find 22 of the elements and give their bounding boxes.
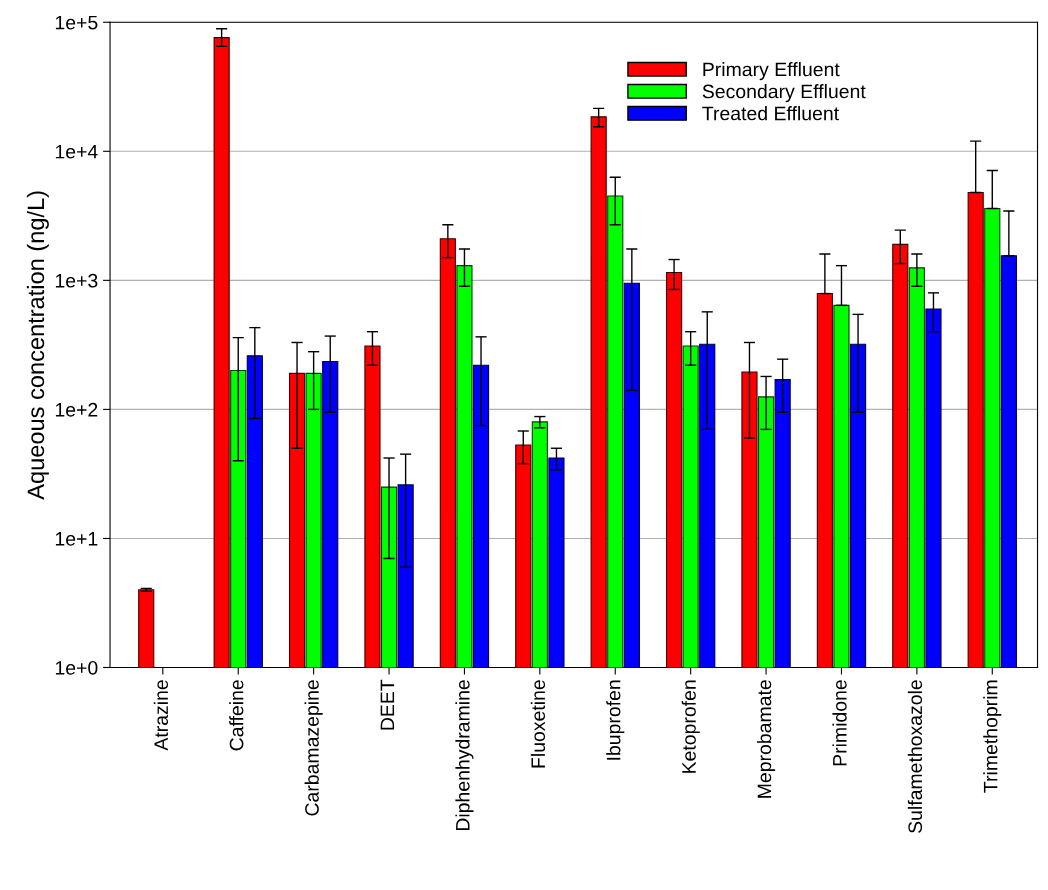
x-tick-label: Primidone: [832, 680, 847, 766]
y-tick-label: 1e+4: [55, 144, 98, 159]
x-tick-label: Caffeine: [229, 680, 244, 751]
x-tick-label: Meprobamate: [757, 680, 776, 798]
y-tick-label: 1e+0: [55, 660, 98, 675]
legend-label: Primary Effluent: [703, 62, 840, 81]
legend-label: Treated Effluent: [702, 106, 839, 121]
x-tick-label: Diphenhydramine: [455, 680, 474, 831]
y-tick-label: 1e+1: [55, 532, 98, 546]
x-tick-label: DEET: [380, 679, 395, 730]
x-tick-label: Sulfamethoxazole: [907, 680, 923, 833]
x-tick-label: Ibuprofen: [606, 680, 625, 760]
x-tick-label: Carbamazepine: [304, 680, 323, 816]
y-tick-label: 1e+5: [55, 15, 98, 30]
y-tick-label: 1e+3: [55, 273, 98, 288]
y-axis-title: Aqueous concentration (ng/L): [26, 191, 49, 500]
legend-label: Secondary Effluent: [702, 84, 866, 103]
x-tick-label: Ketoprofen: [681, 680, 700, 773]
x-tick-label: Atrazine: [153, 680, 169, 751]
x-tick-label: Trimethoprim: [983, 680, 1002, 793]
y-tick-label: 1e+2: [55, 402, 98, 417]
x-tick-label: Fluoxetine: [530, 680, 546, 768]
